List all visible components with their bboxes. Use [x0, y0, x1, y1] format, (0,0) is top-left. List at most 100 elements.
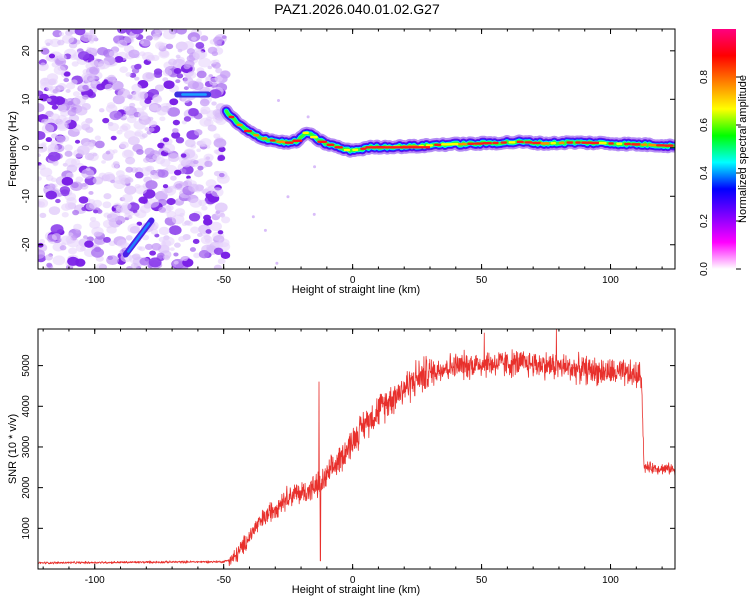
spectrogram-noise-cell	[205, 229, 212, 234]
spectrogram-noise-cell	[121, 193, 133, 203]
colorbar-gradient	[712, 29, 736, 269]
spectrogram-noise-cell	[165, 43, 174, 50]
spectrogram-noise-cell	[61, 34, 75, 44]
spectrogram-noise-cell	[77, 51, 90, 60]
spectrogram-noise-cell	[197, 140, 206, 147]
spectrogram-noise-cell	[63, 77, 70, 83]
spectrogram-noise-cell	[134, 76, 140, 81]
spectrogram-noise-cell	[173, 260, 179, 265]
spectrogram-y-label: Frequency (Hz)	[7, 111, 19, 187]
spectrogram-noise-cell	[183, 63, 191, 70]
spectrogram-noise-cell	[144, 98, 152, 104]
spectrogram-noise-cell	[142, 71, 155, 82]
spectrogram-y-tick-label: 20	[21, 45, 32, 57]
spectrogram-noise-cell	[61, 211, 69, 218]
spectrogram-noise-cell	[139, 205, 151, 214]
spectrogram-noise-cell	[169, 98, 179, 106]
spectrogram-noise-cell	[194, 129, 203, 136]
spectrogram-noise-cell	[70, 54, 78, 61]
spectrogram-noise-cell	[89, 29, 96, 35]
colorbar-tick-label: 0.0	[699, 262, 710, 276]
spectrogram-noise-cell	[48, 206, 61, 215]
spectrogram-noise-cell	[134, 131, 142, 137]
spectrogram-noise-cell	[173, 242, 181, 248]
spectrogram-noise-cell	[38, 130, 46, 140]
spectrogram-noise-cell	[186, 221, 193, 227]
spectrogram-noise-cell	[157, 43, 165, 49]
spectrogram-noise-cell	[123, 35, 134, 43]
spectrogram-noise-cell	[168, 58, 177, 66]
spectrogram-y-tick-label: 0	[21, 145, 32, 151]
spectrogram-noise-cell	[159, 49, 169, 58]
spectrogram-content	[38, 29, 675, 269]
colorbar-tick-label: 0.8	[699, 70, 710, 84]
spectrogram-noise-cell	[134, 171, 144, 179]
spectrogram-noise-cell	[192, 238, 200, 244]
spectrogram-noise-cell	[74, 29, 86, 36]
spectrogram-noise-cell	[166, 198, 176, 206]
spectrogram-noise-cell	[214, 40, 222, 47]
spectrogram-noise-cell	[103, 193, 112, 200]
spectrogram-noise-cell	[162, 236, 175, 247]
spectrogram-noise-cell	[134, 212, 140, 217]
spectrogram-noise-cell	[56, 121, 69, 132]
spectrogram-noise-cell	[96, 209, 103, 214]
spectrogram-noise-cell	[103, 172, 115, 181]
spectrogram-noise-cell	[193, 169, 204, 178]
spectrogram-noise-cell	[219, 212, 226, 218]
spectrogram-noise-cell	[63, 71, 71, 77]
spectrogram-noise-cell	[130, 29, 144, 35]
spectrogram-noise-cell	[92, 152, 98, 157]
spectrogram-noise-cell	[169, 247, 175, 251]
spectrogram-noise-cell	[203, 218, 213, 226]
spectrogram-noise-cell	[94, 135, 102, 141]
spectrogram-x-tick-label: -50	[216, 275, 231, 286]
spectrogram-noise-cell	[207, 124, 217, 132]
spectrogram-noise-cell	[206, 244, 215, 251]
spectrogram-noise-cell	[80, 120, 91, 129]
spectrogram-noise-cell	[218, 238, 230, 248]
spectrogram-noise-cell	[61, 176, 74, 186]
snr-y-tick-label: 1000	[21, 517, 32, 540]
colorbar-tick-label: 0.6	[699, 118, 710, 132]
spectrogram-noise-cell	[101, 160, 106, 164]
colorbar-tick-label: 0.2	[699, 214, 710, 228]
spectrogram-noise-cell	[205, 76, 211, 81]
spectrogram-noise-cell	[117, 29, 128, 34]
spectrogram-noise-cell	[40, 48, 50, 55]
spectrogram-noise-cell	[106, 255, 119, 266]
spectrogram-noise-cell	[146, 198, 160, 208]
spectrogram-noise-cell	[106, 102, 116, 109]
spectrogram-noise-cell	[195, 42, 205, 49]
spectrogram-noise-cell	[124, 178, 131, 184]
spectrogram-noise-cell	[162, 29, 176, 40]
spectrogram-noise-cell	[102, 117, 110, 124]
spectrogram-noise-cell	[45, 190, 57, 200]
spectrogram-noise-cell	[38, 242, 44, 248]
spectrogram-noise-cell	[92, 176, 104, 185]
spectrogram-noise-cell	[141, 133, 148, 138]
spectrogram-noise-cell	[139, 51, 146, 57]
spectrogram-noise-cell	[39, 212, 47, 218]
figure-title: PAZ1.2026.040.01.02.G27	[274, 1, 440, 17]
spectrogram-noise-cell	[126, 266, 133, 269]
spectrogram-noise-cell	[112, 149, 118, 154]
spectrogram-noise-cell	[81, 183, 87, 187]
spectrogram-noise-cell	[186, 48, 196, 55]
snr-y-tick-label: 4000	[21, 395, 32, 418]
spectrogram-noise-cell	[48, 53, 56, 59]
spectrogram-noise-cell	[50, 224, 64, 235]
spectrogram-noise-cell	[47, 143, 59, 153]
spectrogram-noise-cell	[104, 83, 114, 91]
spectrogram-noise-cell	[84, 240, 94, 248]
spectrogram-noise-cell	[312, 212, 316, 216]
spectrogram-noise-cell	[188, 108, 199, 117]
spectrogram-noise-cell	[158, 226, 170, 236]
spectrogram-noise-cell	[162, 184, 169, 189]
spectrogram-noise-cell	[122, 114, 128, 119]
spectrogram-noise-cell	[192, 50, 206, 60]
spectrogram-noise-cell	[88, 66, 100, 75]
spectrogram-noise-cell	[204, 186, 214, 194]
spectrogram-noise-cell	[153, 71, 163, 78]
